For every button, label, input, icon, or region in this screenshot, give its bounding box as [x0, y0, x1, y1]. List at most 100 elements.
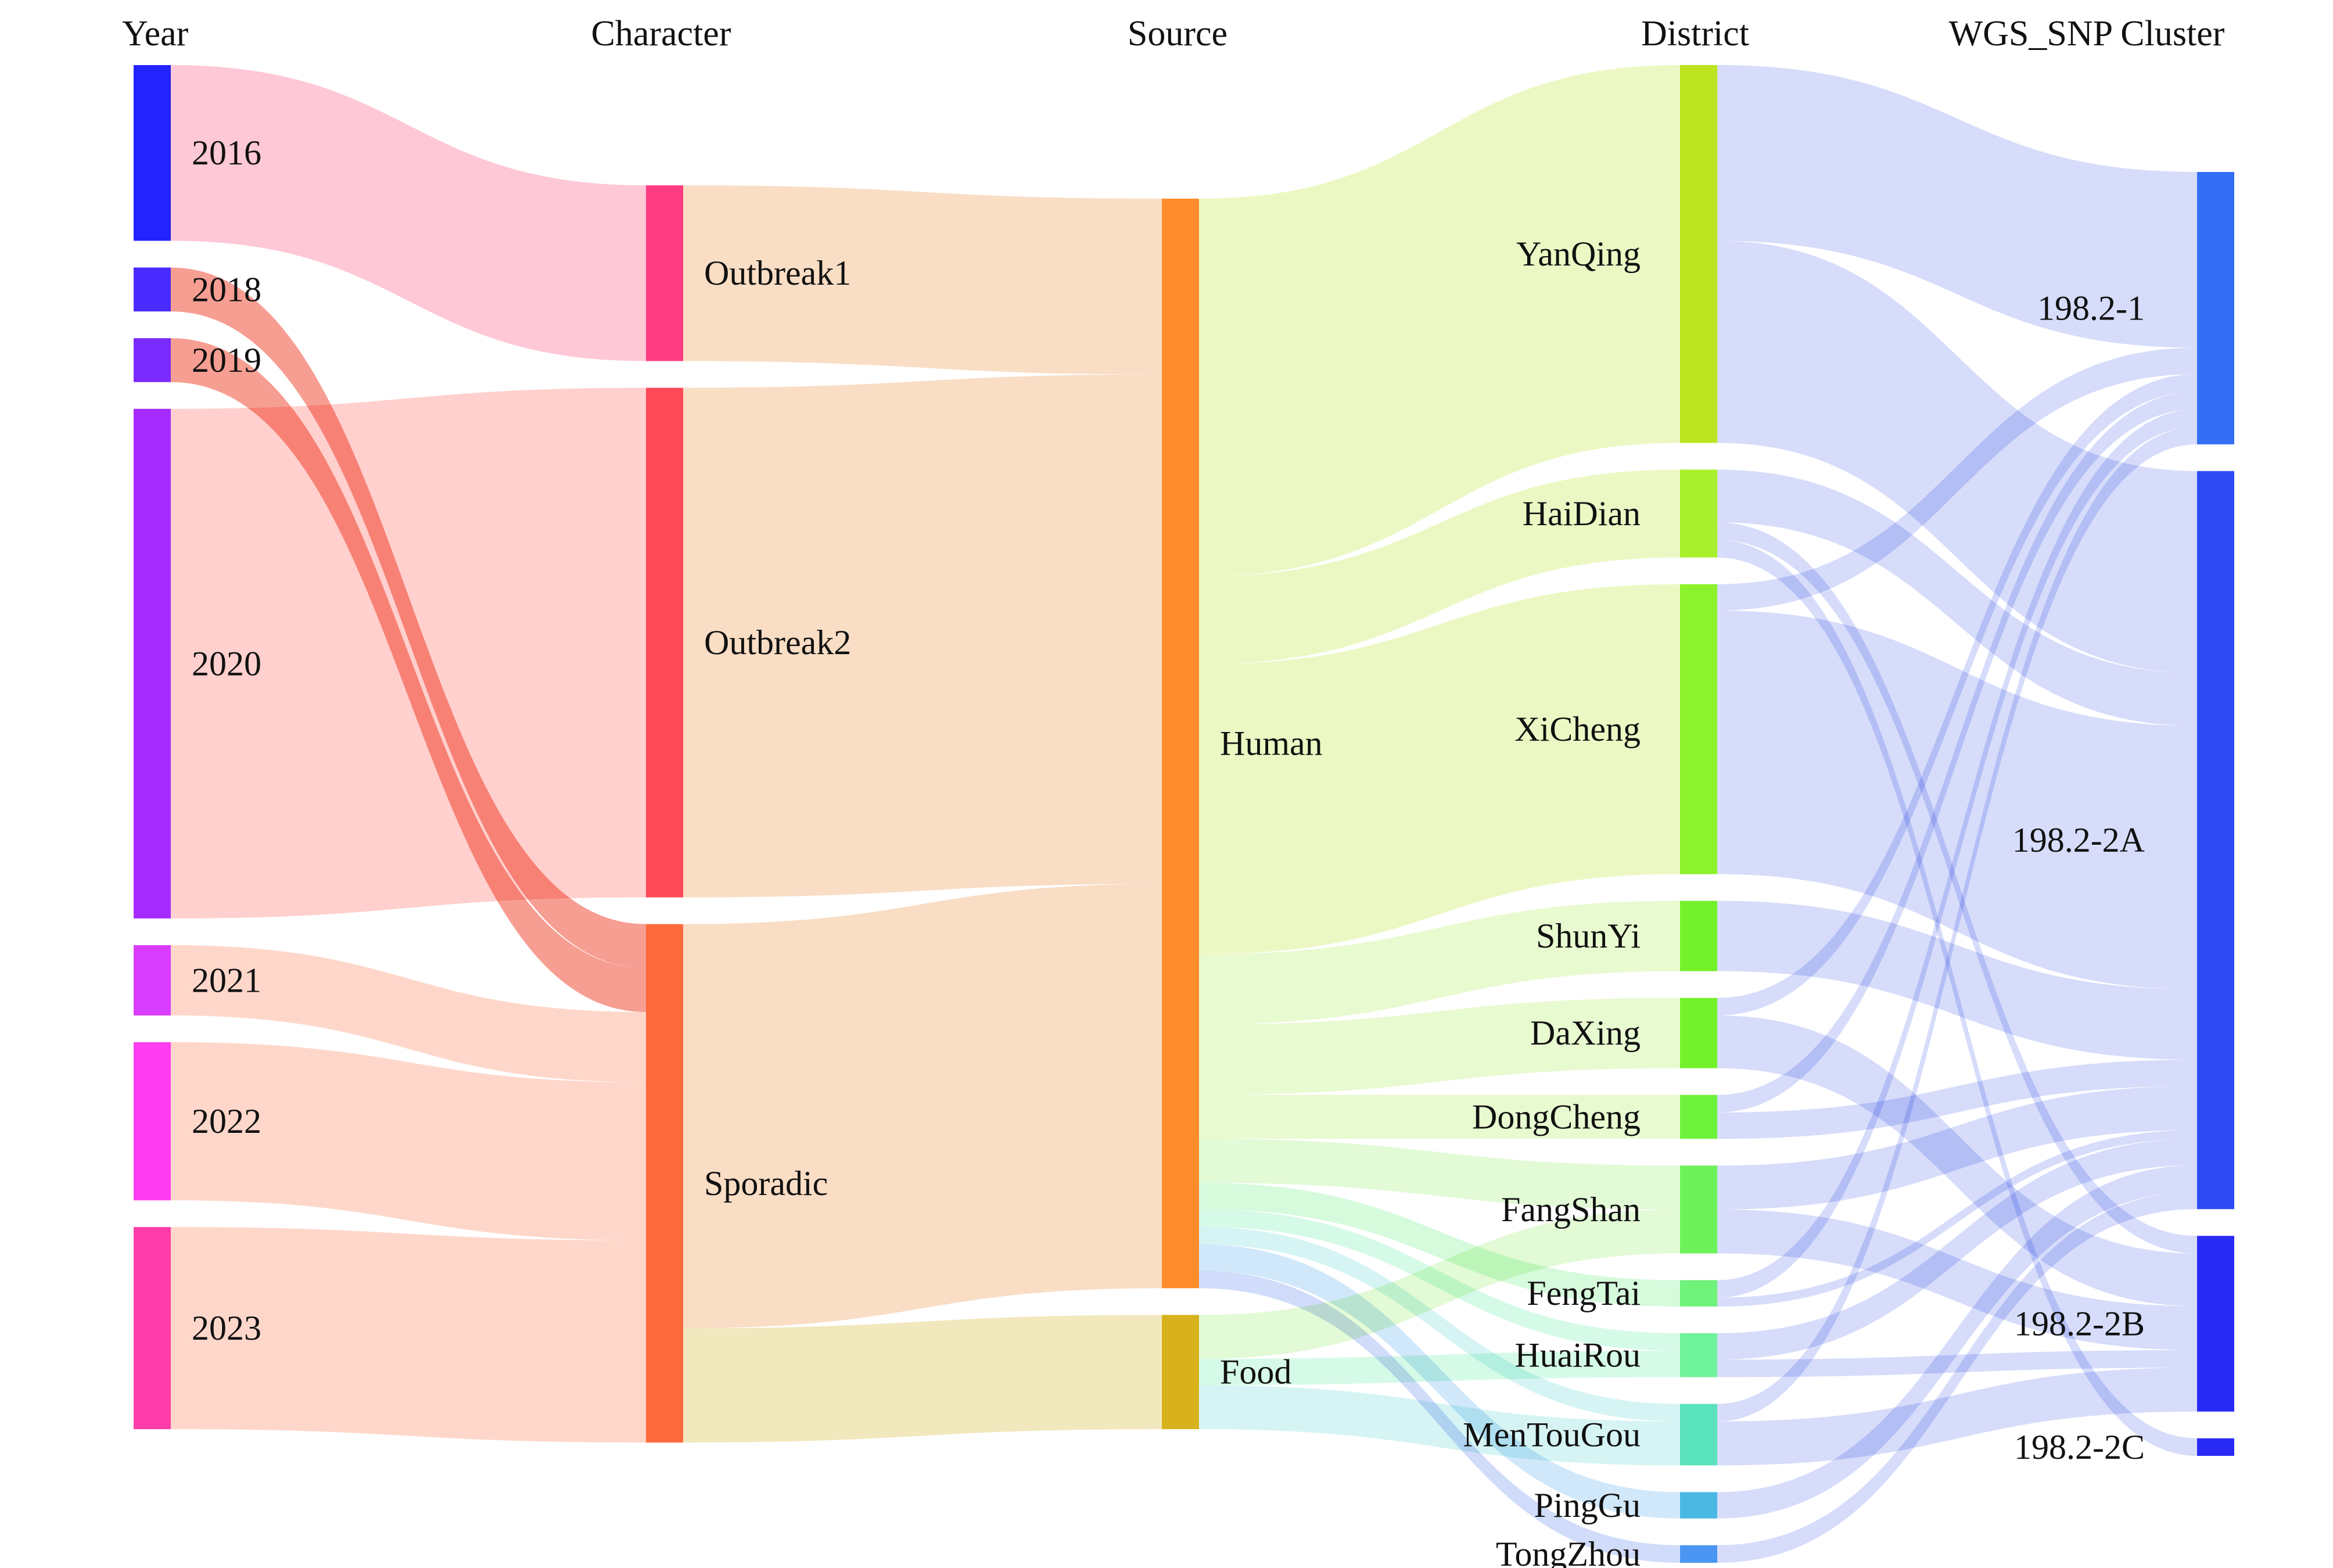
flow-xicheng-to-c1 [1717, 347, 2197, 611]
node-fangshan [1680, 1165, 1717, 1254]
node-label-tongzhou: TongZhou [1496, 1535, 1641, 1568]
node-label-haidian: HaiDian [1523, 494, 1641, 533]
node-label-shunyi: ShunYi [1536, 917, 1641, 955]
flow-human-to-shunyi [1199, 900, 1680, 1025]
node-outbreak2 [646, 387, 683, 898]
column-title-year: Year [122, 14, 189, 53]
flow-outbreak2-to-human [683, 374, 1162, 898]
node-label-y2016: 2016 [192, 134, 261, 172]
node-xicheng [1680, 584, 1717, 874]
flow-fangshan-to-c2a [1717, 1086, 2197, 1210]
node-sporadic [646, 924, 683, 1443]
flow-food-to-huairou [1199, 1351, 1680, 1386]
node-c2a [2197, 471, 2234, 1210]
flow-human-to-pinggu [1199, 1244, 1680, 1519]
node-label-dongcheng: DongCheng [1472, 1097, 1641, 1136]
node-label-food: Food [1220, 1353, 1291, 1391]
node-label-huairou: HuaiRou [1514, 1336, 1641, 1375]
node-y2022 [134, 1042, 171, 1201]
flow-yanqing-to-c2a [1717, 241, 2197, 673]
node-label-y2019: 2019 [192, 341, 261, 379]
links-layer [171, 65, 2197, 1563]
node-label-c2c: 198.2-2C [2014, 1428, 2145, 1466]
flow-human-to-fengtai [1199, 1182, 1680, 1307]
flow-fengtai-to-c1 [1717, 409, 2197, 1298]
flow-food-to-mentougou [1199, 1385, 1680, 1466]
flow-mentougou-to-c1 [1717, 426, 2197, 1422]
node-label-pinggu: PingGu [1534, 1486, 1641, 1524]
node-label-xicheng: XiCheng [1514, 710, 1641, 748]
node-label-mentougou: MenTouGou [1463, 1415, 1641, 1454]
node-y2016 [134, 65, 171, 241]
flow-dongcheng-to-c1 [1717, 392, 2197, 1113]
node-fengtai [1680, 1280, 1717, 1307]
node-label-y2022: 2022 [192, 1102, 261, 1140]
flow-human-to-fangshan [1199, 1139, 1680, 1210]
node-food [1162, 1315, 1199, 1429]
node-outbreak1 [646, 185, 683, 361]
flow-mentougou-to-c2b [1717, 1368, 2197, 1466]
node-shunyi [1680, 900, 1717, 971]
node-y2023 [134, 1227, 171, 1429]
flow-yanqing-to-c1 [1717, 65, 2197, 348]
flow-human-to-xicheng [1199, 584, 1680, 955]
node-haidian [1680, 469, 1717, 558]
node-y2018 [134, 267, 171, 312]
node-label-c2a: 198.2-2A [2012, 821, 2145, 859]
flow-haidian-to-c2a [1717, 469, 2197, 726]
node-pinggu [1680, 1492, 1717, 1519]
flow-human-to-yanqing [1199, 65, 1680, 577]
node-label-fengtai: FengTai [1527, 1274, 1641, 1312]
column-title-cluster: WGS_SNP Cluster [1949, 14, 2225, 53]
node-label-c2b: 198.2-2B [2014, 1305, 2145, 1343]
flow-human-to-haidian [1199, 469, 1680, 665]
node-c2b [2197, 1236, 2234, 1412]
flow-fangshan-to-c2b [1717, 1209, 2197, 1350]
node-tongzhou [1680, 1545, 1717, 1563]
flow-food-to-fangshan [1199, 1209, 1680, 1359]
node-label-y2023: 2023 [192, 1309, 261, 1347]
node-y2020 [134, 408, 171, 918]
column-titles: Year Character Source District WGS_SNP C… [122, 14, 2225, 53]
nodes-layer: 2016 2018 2019 2020 2021 2022 2023 Outbreak1 Out… [134, 65, 2234, 1568]
flow-human-to-mentougou [1199, 1226, 1680, 1422]
node-huairou [1680, 1333, 1717, 1377]
node-label-sporadic: Sporadic [704, 1164, 828, 1203]
node-y2021 [134, 945, 171, 1016]
node-human [1162, 199, 1199, 1289]
flow-tongzhou-to-c2a [1717, 1192, 2197, 1563]
flow-daxing-to-c1 [1717, 374, 2197, 1016]
node-label-yanqing: YanQing [1516, 235, 1641, 273]
column-title-district: District [1641, 14, 1749, 53]
column-title-source: Source [1128, 14, 1227, 53]
flow-y2020-to-outbreak2 [171, 387, 646, 918]
column-title-character: Character [591, 14, 731, 53]
node-label-daxing: DaXing [1530, 1014, 1641, 1052]
flow-huairou-to-c2a [1717, 1139, 2197, 1360]
flow-outbreak1-to-human [683, 185, 1162, 375]
node-label-y2021: 2021 [192, 961, 261, 999]
flow-pinggu-to-c2a [1717, 1165, 2197, 1519]
flow-human-to-daxing [1199, 998, 1680, 1095]
flow-human-to-dongcheng [1199, 1095, 1680, 1139]
flow-sporadic-to-human [683, 884, 1162, 1329]
flow-y2022-to-sporadic [171, 1042, 646, 1241]
node-daxing [1680, 998, 1717, 1068]
flow-fengtai-to-c2a [1717, 1130, 2197, 1307]
node-label-outbreak1: Outbreak1 [704, 254, 851, 292]
flow-sporadic-to-food [683, 1315, 1162, 1443]
flow-huairou-to-c2b [1717, 1350, 2197, 1377]
node-label-c1: 198.2-1 [2037, 289, 2145, 327]
flow-dongcheng-to-c2a [1717, 1060, 2197, 1139]
node-label-y2018: 2018 [192, 270, 261, 308]
node-label-y2020: 2020 [192, 644, 261, 683]
flow-xicheng-to-c2a [1717, 610, 2197, 990]
node-c2c [2197, 1438, 2234, 1456]
flow-y2021-to-sporadic [171, 945, 646, 1082]
node-label-fangshan: FangShan [1501, 1190, 1641, 1229]
node-mentougou [1680, 1404, 1717, 1466]
node-c1 [2197, 172, 2234, 444]
node-y2019 [134, 338, 171, 382]
flow-y2016-to-outbreak1 [171, 65, 646, 361]
